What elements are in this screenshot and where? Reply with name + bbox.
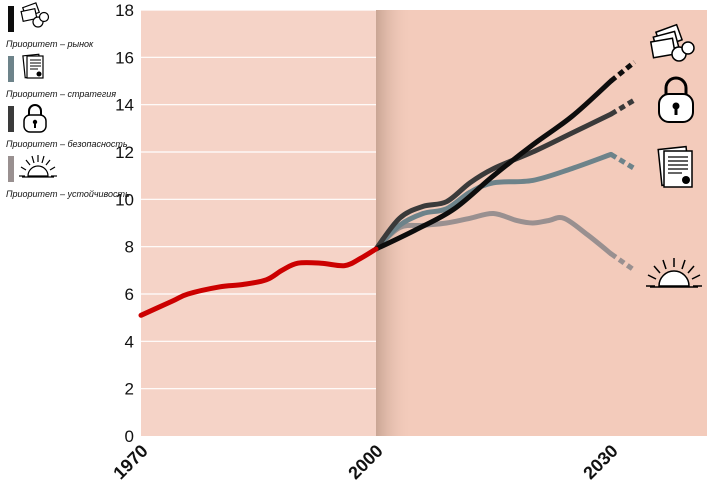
series-projection-dashed-0 [609,60,637,83]
series-projection-dashed-1 [609,152,636,171]
y-tick-label: 10 [115,190,134,209]
y-tick-label: 8 [125,238,134,257]
legend-item-security: Приоритет – безопасность [4,102,144,152]
y-tick-label: 0 [125,427,134,446]
y-tick-label: 16 [115,48,134,67]
x-tick-label: 2030 [579,441,621,483]
series-line-1 [373,151,614,252]
legend-swatch [8,156,14,182]
legend-label-security: Приоритет – безопасность [6,139,128,149]
padlock-icon [658,76,694,123]
legend-item-sustainability: Приоритет – устойчивость [4,152,144,202]
legend-swatch [8,6,14,32]
y-tick-label: 2 [125,380,134,399]
series-projection-dashed-2 [609,97,636,117]
rising-sun-icon [646,258,702,288]
rising-sun-icon [19,155,57,178]
x-tick-label: 2000 [344,441,386,483]
legend-swatch [8,56,14,82]
y-tick-label: 12 [115,143,134,162]
legend-item-strategy: Приоритет – стратегия [4,52,144,102]
y-tick-label: 14 [115,96,134,115]
legend-label-strategy: Приоритет – стратегия [6,89,117,99]
series-end-icons [646,23,702,288]
cash-and-coins-icon [20,2,50,28]
legend-swatch [8,106,14,132]
cash-and-coins-icon [649,23,695,62]
document-with-seal-icon [657,145,693,188]
series-lines [138,60,637,318]
series-line-0 [373,78,614,252]
document-with-seal-icon [22,53,44,79]
series-projection-dashed-3 [609,251,636,273]
legend-label-market: Приоритет – рынок [6,39,94,49]
legend-label-sustainability: Приоритет – устойчивость [6,189,130,199]
y-tick-label: 6 [125,285,134,304]
historical-line [138,246,379,318]
x-tick-label: 1970 [109,441,151,483]
y-tick-label: 18 [115,1,134,20]
padlock-icon [23,104,47,133]
legend-item-market: Приоритет – рынок [4,2,144,52]
y-tick-label: 4 [125,332,134,351]
series-line-2 [373,111,614,252]
